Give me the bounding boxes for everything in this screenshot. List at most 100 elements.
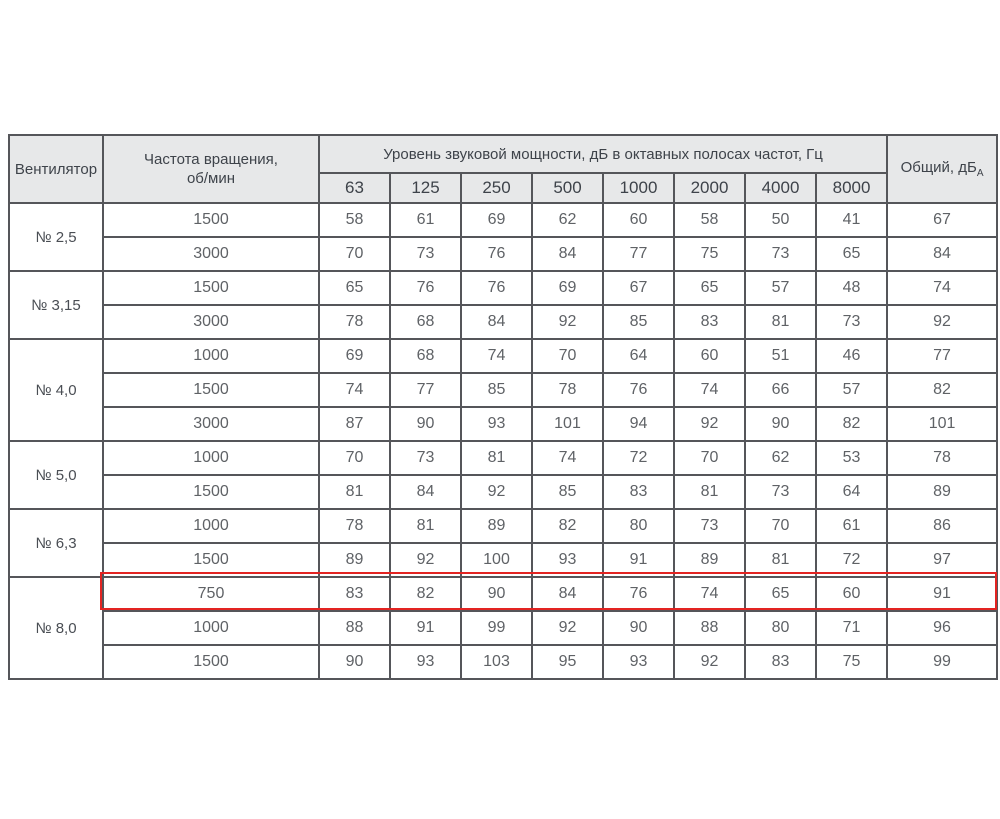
value-cell: 74: [460, 338, 533, 374]
table-row: 1500 81 84 92 85 83 81 73 64 89: [9, 474, 999, 510]
total-cell: 78: [886, 440, 999, 476]
total-cell: 97: [886, 542, 999, 578]
total-cell: 91: [886, 576, 999, 612]
value-cell: 66: [744, 372, 817, 408]
value-cell: 58: [318, 202, 391, 238]
value-cell: 78: [318, 304, 391, 340]
value-cell: 92: [531, 610, 604, 646]
value-cell: 65: [673, 270, 746, 306]
value-cell: 90: [389, 406, 462, 442]
value-cell: 69: [318, 338, 391, 374]
header-freq-8000: 8000: [814, 172, 889, 204]
rpm-cell: 1000: [102, 440, 320, 476]
value-cell: 94: [602, 406, 675, 442]
table-row: 1500 89 92 100 93 91 89 81 72 97: [9, 542, 999, 578]
table-row: 1500 90 93 103 95 93 92 83 75 99: [9, 644, 999, 680]
value-cell: 76: [460, 270, 533, 306]
header-freq-250: 250: [460, 172, 533, 204]
value-cell: 41: [814, 202, 889, 238]
value-cell: 73: [744, 236, 817, 272]
total-cell: 82: [886, 372, 999, 408]
value-cell: 91: [602, 542, 675, 578]
table-row: 1500 74 77 85 78 76 74 66 57 82: [9, 372, 999, 408]
value-cell: 68: [389, 338, 462, 374]
value-cell: 84: [389, 474, 462, 510]
rpm-cell: 1500: [102, 474, 320, 510]
value-cell: 83: [673, 304, 746, 340]
value-cell: 69: [460, 202, 533, 238]
rpm-cell: 3000: [102, 304, 320, 340]
value-cell: 46: [814, 338, 889, 374]
rpm-cell: 750: [102, 576, 320, 612]
value-cell: 65: [744, 576, 817, 612]
header-freq-500: 500: [531, 172, 604, 204]
value-cell: 76: [460, 236, 533, 272]
value-cell: 81: [389, 508, 462, 544]
total-cell: 92: [886, 304, 999, 340]
value-cell: 82: [531, 508, 604, 544]
value-cell: 93: [460, 406, 533, 442]
value-cell: 73: [744, 474, 817, 510]
value-cell: 70: [531, 338, 604, 374]
value-cell: 92: [389, 542, 462, 578]
value-cell: 72: [814, 542, 889, 578]
value-cell: 93: [389, 644, 462, 680]
value-cell: 82: [389, 576, 462, 612]
fan-cell: № 3,15: [8, 270, 104, 340]
value-cell: 81: [744, 542, 817, 578]
value-cell: 60: [814, 576, 889, 612]
header-total-dba: Общий, дБA: [886, 134, 999, 204]
total-cell: 84: [886, 236, 999, 272]
rpm-cell: 1500: [102, 270, 320, 306]
value-cell: 70: [318, 236, 391, 272]
value-cell: 90: [744, 406, 817, 442]
table-row-highlighted: № 8,0 750 83 82 90 84 76 74 65 60 91: [8, 576, 999, 680]
fan-cell: № 5,0: [8, 440, 104, 510]
header-rotation-speed: Частота вращения, об/мин: [102, 134, 320, 204]
table-row: 3000 78 68 84 92 85 83 81 73 92: [9, 304, 999, 340]
rpm-cell: 1500: [102, 372, 320, 408]
total-cell: 99: [886, 644, 999, 680]
value-cell: 93: [602, 644, 675, 680]
rpm-cell: 3000: [102, 236, 320, 272]
table-row: № 4,0 1000 69 68 74 70 64 60 51 46 77: [8, 338, 999, 442]
value-cell: 61: [389, 202, 462, 238]
value-cell: 81: [318, 474, 391, 510]
value-cell: 64: [814, 474, 889, 510]
value-cell: 89: [460, 508, 533, 544]
value-cell: 60: [602, 202, 675, 238]
value-cell: 60: [673, 338, 746, 374]
fan-cell: № 4,0: [8, 338, 104, 442]
value-cell: 73: [389, 440, 462, 476]
header-fan: Вентилятор: [8, 134, 104, 204]
value-cell: 89: [318, 542, 391, 578]
value-cell: 73: [673, 508, 746, 544]
header-freq-4000: 4000: [744, 172, 817, 204]
rpm-cell: 1500: [102, 202, 320, 238]
value-cell: 70: [673, 440, 746, 476]
value-cell: 83: [744, 644, 817, 680]
value-cell: 65: [814, 236, 889, 272]
value-cell: 95: [531, 644, 604, 680]
value-cell: 85: [531, 474, 604, 510]
header-freq-63: 63: [318, 172, 391, 204]
value-cell: 78: [531, 372, 604, 408]
value-cell: 92: [673, 644, 746, 680]
value-cell: 92: [673, 406, 746, 442]
value-cell: 53: [814, 440, 889, 476]
value-cell: 76: [389, 270, 462, 306]
value-cell: 67: [602, 270, 675, 306]
value-cell: 62: [531, 202, 604, 238]
value-cell: 90: [318, 644, 391, 680]
fan-cell: № 6,3: [8, 508, 104, 578]
value-cell: 62: [744, 440, 817, 476]
header-freq-125: 125: [389, 172, 462, 204]
rpm-cell: 1000: [102, 508, 320, 544]
value-cell: 80: [744, 610, 817, 646]
value-cell: 78: [318, 508, 391, 544]
header-sound-power-group: Уровень звуковой мощности, дБ в октавных…: [317, 134, 889, 174]
header-total-subscript: A: [976, 168, 984, 179]
value-cell: 100: [460, 542, 533, 578]
total-cell: 89: [886, 474, 999, 510]
